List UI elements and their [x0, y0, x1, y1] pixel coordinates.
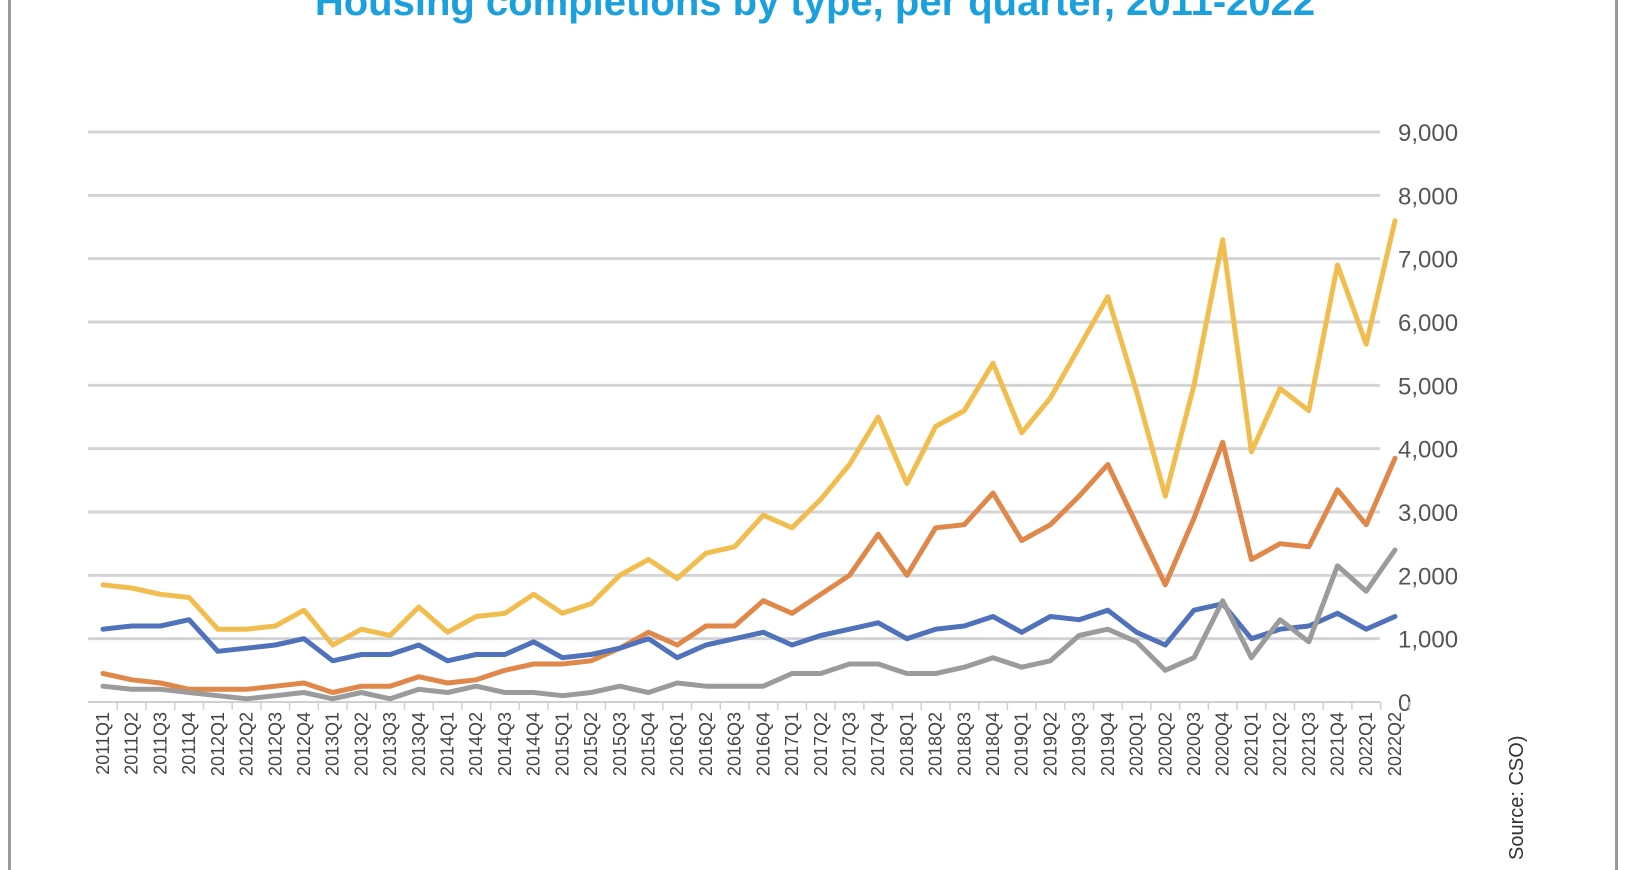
x-tick-label: 2020Q4 [1213, 712, 1233, 776]
x-tick-label: 2021Q3 [1299, 712, 1319, 776]
x-tick-label: 2011Q2 [122, 712, 142, 775]
x-tick-label: 2018Q1 [897, 712, 917, 776]
chart-title: Housing completions by type, per quarter… [314, 0, 1316, 24]
x-tick-label: 2021Q2 [1270, 712, 1290, 776]
series-line-1 [100, 439, 1398, 695]
x-tick-label: 2016Q4 [753, 712, 773, 776]
x-tick-label: 2014Q3 [495, 712, 515, 776]
x-tick-label: 2016Q2 [696, 712, 716, 776]
x-tick-label: 2020Q1 [1127, 712, 1147, 776]
x-tick-label: 2019Q2 [1040, 712, 1060, 776]
x-tick-label: 2015Q2 [581, 712, 601, 776]
x-tick-label: 2022Q1 [1356, 712, 1376, 776]
x-tick-label: 2020Q2 [1155, 712, 1175, 776]
x-tick-label: 2016Q1 [667, 712, 687, 776]
gridlines [88, 130, 1380, 703]
y-axis-tick-labels: 0 1,000 2,000 3,000 4,000 5,000 6,000 7,000 8,00… [1398, 120, 1458, 717]
x-tick-label: 2013Q4 [409, 712, 429, 776]
y-tick-label: 3,000 [1398, 500, 1458, 527]
x-tick-label: 2013Q1 [323, 712, 343, 776]
x-tick-label: 2018Q4 [983, 712, 1003, 776]
x-tick-label: 2019Q4 [1098, 712, 1118, 776]
x-tick-label: 2012Q4 [294, 712, 314, 776]
x-tick-label: 2012Q2 [237, 712, 257, 776]
x-tick-label: 2016Q3 [725, 712, 745, 776]
x-tick-label: 2013Q2 [351, 712, 371, 776]
x-tick-label: 2017Q3 [839, 712, 859, 776]
x-tick-label: 2015Q4 [638, 712, 658, 776]
x-tick-label: 2019Q1 [1012, 712, 1032, 776]
x-tick-label: 2015Q1 [552, 712, 572, 776]
y-tick-label: 4,000 [1398, 437, 1458, 464]
y-tick-label: 7,000 [1398, 247, 1458, 274]
x-tick-label: 2022Q2 [1385, 712, 1405, 776]
y-tick-label: 2,000 [1398, 563, 1458, 590]
x-tick-label: 2014Q1 [438, 712, 458, 776]
x-tick-label: 2018Q2 [926, 712, 946, 776]
chart-frame [8, 0, 1618, 870]
x-axis-tick-labels: 2011Q1 2011Q2 2011Q3 2011Q4 2012Q1 2012Q2 2012… [93, 702, 1411, 776]
y-tick-label: 9,000 [1398, 120, 1458, 147]
x-tick-label: 2018Q3 [954, 712, 974, 776]
y-tick-label: 5,000 [1398, 373, 1458, 400]
y-tick-label: 1,000 [1398, 627, 1458, 654]
x-tick-label: 2020Q3 [1184, 712, 1204, 776]
x-tick-label: 2017Q2 [811, 712, 831, 776]
x-tick-label: 2011Q1 [93, 712, 113, 775]
x-tick-label: 2011Q3 [150, 712, 170, 775]
series-line-0 [100, 218, 1398, 648]
x-tick-label: 2013Q3 [380, 712, 400, 776]
x-tick-label: 2014Q4 [524, 712, 544, 776]
x-tick-label: 2021Q1 [1241, 712, 1261, 776]
y-tick-label: 0 [1398, 690, 1411, 717]
source-note: Source: CSO) [1506, 736, 1528, 860]
y-tick-label: 8,000 [1398, 183, 1458, 210]
series-line-3 [100, 547, 1398, 702]
x-tick-label: 2019Q3 [1069, 712, 1089, 776]
x-tick-label: 2021Q4 [1328, 712, 1348, 776]
series-line-2 [100, 601, 1398, 664]
x-tick-label: 2011Q4 [179, 712, 199, 775]
y-tick-label: 6,000 [1398, 310, 1458, 337]
series-lines [100, 218, 1398, 702]
x-tick-label: 2017Q4 [868, 712, 888, 776]
x-tick-label: 2015Q3 [610, 712, 630, 776]
x-tick-label: 2014Q2 [466, 712, 486, 776]
x-tick-label: 2012Q3 [265, 712, 285, 776]
x-tick-label: 2012Q1 [208, 712, 228, 776]
x-tick-label: 2017Q1 [782, 712, 802, 776]
